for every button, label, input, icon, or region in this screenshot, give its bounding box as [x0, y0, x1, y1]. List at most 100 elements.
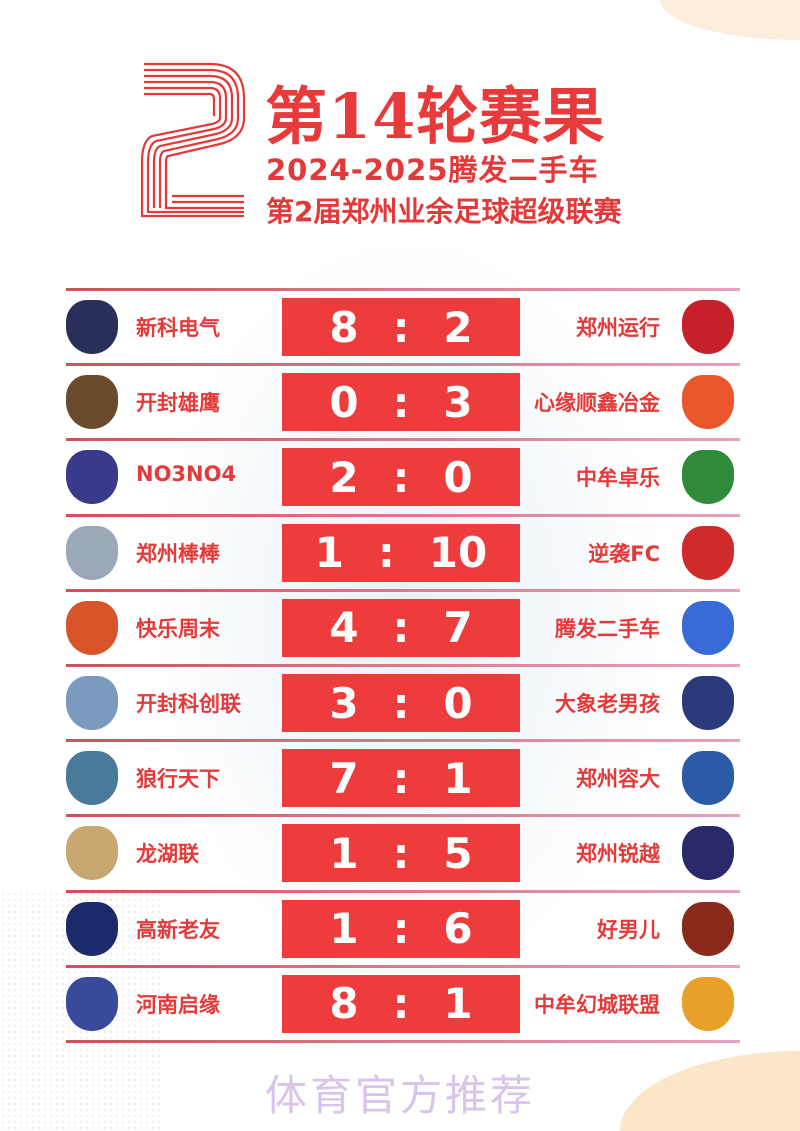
home-team-logo [66, 901, 118, 956]
score-box: 3 : 0 [282, 674, 520, 732]
home-team-name: 新科电气 [136, 316, 220, 340]
home-score: 0 [329, 377, 359, 427]
home-team-logo [66, 751, 118, 806]
away-team-name: 心缘顺鑫冶金 [534, 391, 660, 416]
away-team-logo [682, 901, 734, 956]
footer-text: 体育官方推荐 [264, 1071, 535, 1120]
score-box: 2 : 0 [282, 448, 520, 507]
away-team-name: 好男儿 [597, 917, 660, 942]
score-box: 0 : 3 [282, 373, 520, 432]
away-team-logo [682, 525, 734, 580]
home-team-name: 开封雄鹰 [136, 391, 220, 416]
away-team-logo [682, 375, 734, 430]
match-row: 开封雄鹰 0 : 3 心缘顺鑫冶金 [60, 365, 740, 440]
score-box: 8 : 1 [282, 974, 520, 1033]
row-divider [66, 363, 740, 367]
away-team-logo [682, 976, 734, 1031]
score-separator: : [392, 828, 410, 878]
home-team-name: 龙湖联 [136, 842, 199, 867]
score-box: 1 : 6 [282, 899, 520, 958]
away-score: 6 [443, 904, 473, 954]
home-team-logo [66, 300, 118, 354]
score-box: 7 : 1 [282, 749, 520, 808]
away-team-logo [682, 300, 734, 354]
home-team-name: 河南启缘 [136, 992, 220, 1017]
score-separator: : [392, 302, 410, 352]
away-score: 10 [428, 528, 488, 578]
away-score: 0 [443, 452, 473, 502]
away-score: 2 [443, 302, 473, 352]
score-separator: : [392, 753, 410, 803]
home-score: 1 [329, 904, 359, 954]
score-separator: : [392, 904, 410, 954]
away-team-name: 中牟幻城联盟 [534, 992, 660, 1017]
row-divider [66, 814, 740, 818]
home-team-logo [66, 826, 118, 881]
row-divider [66, 288, 740, 291]
home-team-logo [66, 450, 118, 505]
home-score: 1 [314, 528, 344, 578]
score-separator: : [392, 979, 410, 1029]
away-team-name: 腾发二手车 [555, 616, 660, 641]
home-team-name: 快乐周末 [136, 616, 220, 641]
home-score: 2 [329, 452, 359, 502]
home-team-logo [66, 375, 118, 430]
home-score: 1 [329, 828, 359, 878]
subtitle-sponsor: 2024-2025腾发二手车 [266, 153, 599, 187]
match-row: 开封科创联 3 : 0 大象老男孩 [60, 666, 740, 741]
away-team-name: 逆袭FC [588, 541, 660, 566]
match-row: NO3NO4 2 : 0 中牟卓乐 [60, 440, 740, 515]
away-team-name: 郑州锐越 [576, 842, 660, 867]
home-team-logo [66, 525, 118, 580]
score-box: 1 : 5 [282, 824, 520, 883]
home-team-logo [66, 676, 118, 730]
row-divider [66, 513, 740, 517]
home-team-name: NO3NO4 [136, 462, 237, 487]
match-row: 狼行天下 7 : 1 郑州容大 [60, 741, 740, 816]
away-team-name: 中牟卓乐 [576, 466, 660, 491]
away-score: 1 [443, 979, 473, 1029]
away-team-logo [682, 600, 734, 655]
home-score: 8 [329, 302, 359, 352]
away-score: 0 [443, 678, 473, 728]
away-score: 3 [443, 377, 473, 427]
score-box: 4 : 7 [282, 598, 520, 657]
match-row: 快乐周末 4 : 7 腾发二手车 [60, 591, 740, 666]
row-divider [66, 1040, 740, 1043]
away-team-logo [682, 450, 734, 505]
away-team-name: 郑州容大 [576, 767, 660, 792]
score-separator: : [392, 678, 410, 728]
away-team-logo [682, 826, 734, 881]
page-title: 第14轮赛果 [265, 80, 606, 153]
away-team-logo [682, 751, 734, 806]
home-team-name: 开封科创联 [136, 692, 241, 716]
home-team-logo [66, 600, 118, 655]
row-divider [66, 889, 740, 893]
away-team-logo [682, 676, 734, 730]
score-separator: : [377, 528, 395, 578]
away-score: 5 [443, 828, 473, 878]
home-score: 4 [329, 603, 359, 653]
score-box: 8 : 2 [282, 298, 520, 356]
row-divider [66, 739, 740, 743]
score-separator: : [392, 377, 410, 427]
home-team-logo [66, 976, 118, 1031]
away-team-name: 郑州运行 [576, 316, 660, 340]
home-team-name: 郑州棒棒 [136, 541, 220, 566]
away-team-name: 大象老男孩 [555, 692, 660, 716]
match-row: 郑州棒棒 1 : 10 逆袭FC [60, 516, 740, 591]
row-divider [66, 588, 740, 592]
home-score: 8 [329, 979, 359, 1029]
away-score: 7 [443, 603, 473, 653]
home-team-name: 高新老友 [136, 917, 220, 942]
row-divider [66, 964, 740, 968]
row-divider [66, 438, 740, 442]
match-row: 新科电气 8 : 2 郑州运行 [60, 290, 740, 365]
big-number-2-graphic [140, 62, 246, 218]
row-divider [66, 664, 740, 667]
home-score: 3 [329, 678, 359, 728]
subtitle-league: 第2届郑州业余足球超级联赛 [266, 195, 622, 228]
match-row: 龙湖联 1 : 5 郑州锐越 [60, 816, 740, 891]
match-row: 河南启缘 8 : 1 中牟幻城联盟 [60, 967, 740, 1042]
score-box: 1 : 10 [282, 523, 520, 582]
